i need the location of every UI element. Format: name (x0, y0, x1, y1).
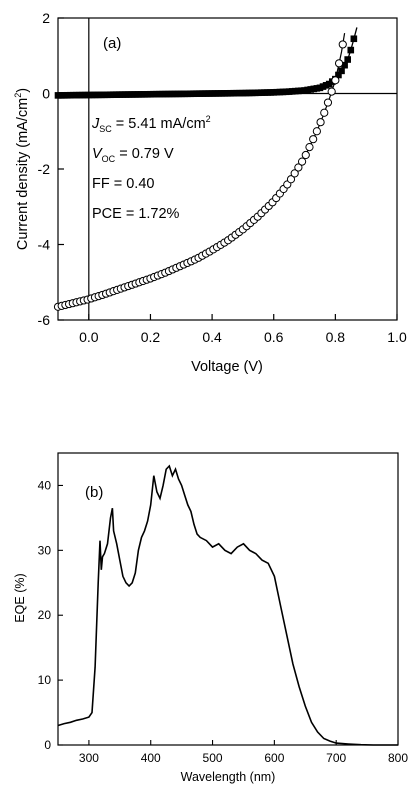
dark-point (350, 35, 358, 43)
light-point (290, 169, 299, 178)
light-point (331, 76, 340, 85)
light-point (305, 143, 314, 152)
y-tick-label: -2 (38, 161, 51, 177)
annotation-jsc: JSC = 5.41 mA/cm2 (91, 114, 211, 134)
light-point (301, 150, 310, 160)
y-axis-title-a: Current density (mA/cm2) (13, 88, 31, 250)
eqe-chart-panel-b: 300 400 500 600 700 800 0 10 20 30 40 (b) Wavelen… (13, 452, 408, 784)
light-point (312, 127, 321, 136)
light-point (327, 87, 336, 96)
x-tick-label: 0.8 (326, 329, 346, 345)
annotation-pce: PCE = 1.72% (92, 206, 180, 222)
dark-point (344, 56, 351, 63)
eqe-series-line (57, 464, 398, 746)
y-tick-label: -6 (38, 312, 51, 328)
panel-label-b: (b) (85, 484, 103, 501)
x-axis-title-a: Voltage (V) (191, 359, 263, 375)
panel-label-a: (a) (103, 35, 121, 52)
light-point (286, 175, 296, 184)
x-tick-label: 0.4 (202, 329, 222, 345)
light-point (323, 98, 333, 107)
x-tick-label: 500 (203, 751, 223, 765)
x-tick-label: 800 (388, 751, 408, 765)
y-tick-label: 2 (42, 10, 50, 26)
dark-point (347, 46, 355, 54)
dark-point (341, 61, 348, 69)
y-tick-label: 0 (44, 738, 51, 752)
jv-chart-panel-a: 0.0 0.2 0.4 0.6 0.8 1.0 -6 -4 -2 0 2 (a) JSC = 5.… (13, 10, 407, 375)
y-tick-label: 20 (38, 608, 52, 622)
annotation-ff: FF = 0.40 (92, 176, 154, 192)
light-point (320, 108, 329, 117)
x-axis-title-b: Wavelength (nm) (181, 770, 276, 784)
light-point (294, 163, 303, 172)
x-tick-label: 400 (141, 751, 161, 765)
x-tick-label: 1.0 (387, 329, 407, 345)
plot-frame-b (57, 452, 399, 746)
x-tick-label: 300 (79, 751, 99, 765)
annotation-voc: VOC = 0.79 V (92, 146, 174, 164)
light-point (338, 40, 347, 49)
x-tick-label: 0.0 (79, 329, 99, 345)
y-tick-label: 30 (38, 543, 52, 557)
light-point (334, 59, 344, 68)
dark-point (335, 71, 342, 79)
y-axis-title-b: EQE (%) (13, 573, 27, 622)
x-tick-label: 700 (326, 751, 346, 765)
light-point (309, 135, 318, 144)
y-tick-label: 0 (42, 86, 50, 102)
light-point (316, 118, 325, 127)
dark-point (338, 67, 345, 75)
x-tick-label: 0.2 (141, 329, 161, 345)
y-tick-label: -4 (38, 237, 51, 253)
light-point (297, 157, 307, 166)
x-tick-label: 0.6 (264, 329, 284, 345)
x-tick-label: 600 (264, 751, 284, 765)
y-tick-label: 10 (38, 673, 52, 687)
y-tick-label: 40 (38, 478, 52, 492)
